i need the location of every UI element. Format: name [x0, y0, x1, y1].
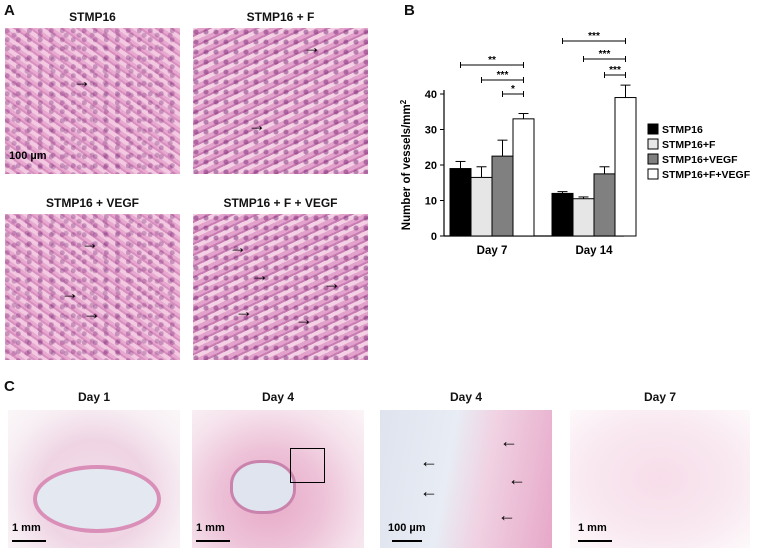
- arrow-icon: →: [81, 233, 99, 253]
- panel-c-title-1: Day 1: [77, 390, 111, 404]
- panel-a-title-2: STMP16 + F: [246, 10, 315, 24]
- bar-stmp16-f-1: [572, 198, 595, 237]
- arrow-icon: ←: [498, 505, 516, 525]
- legend-label: STMP16+VEGF: [662, 154, 738, 166]
- panel-a-title-3: STMP16 + VEGF: [45, 196, 140, 210]
- histology-image-stmp16-f: → →: [193, 28, 368, 174]
- histology-image-stmp16-vegf: → → →: [5, 214, 180, 360]
- panel-b-letter: B: [404, 2, 415, 19]
- panel-c-title-4: Day 7: [643, 390, 677, 404]
- arrow-icon: →: [323, 273, 341, 293]
- arrow-icon: →: [61, 283, 79, 303]
- legend-label: STMP16+F: [662, 139, 716, 151]
- arrow-icon: ←: [500, 431, 518, 451]
- y-tick-label: 40: [425, 89, 437, 101]
- legend-swatch: [647, 138, 659, 150]
- implant-region: [230, 460, 296, 514]
- bar-stmp16-0: [449, 168, 472, 237]
- implant-region: [33, 465, 161, 533]
- legend-swatch: [647, 168, 659, 180]
- scale-bar-label: 100 µm: [388, 522, 426, 534]
- bar-stmp16-f-vegf-1: [614, 97, 637, 237]
- bar-stmp16-f-0: [470, 176, 493, 237]
- zoom-box: [290, 448, 325, 483]
- bar-stmp16-vegf-1: [593, 173, 616, 237]
- arrow-icon: ←: [420, 481, 438, 501]
- arrow-icon: ←: [508, 469, 526, 489]
- histology-image-stmp16: → 100 µm: [5, 28, 180, 174]
- significance-label: ***: [599, 49, 611, 60]
- arrow-icon: →: [229, 237, 247, 257]
- legend-label: STMP16: [662, 124, 703, 136]
- arrow-icon: →: [73, 71, 91, 91]
- histology-image-stmp16-f-vegf: → → → → →: [193, 214, 368, 360]
- panel-a-title-1: STMP16: [69, 10, 116, 24]
- scale-bar: [12, 540, 46, 542]
- panel-a-title-4: STMP16 + F + VEGF: [223, 196, 338, 210]
- tissue-image-day4-zoom: ← ← ← ← ← 100 µm: [380, 410, 552, 548]
- significance-label: ***: [588, 31, 600, 42]
- tissue-image-day1: 1 mm: [8, 410, 180, 548]
- arrow-icon: →: [235, 301, 253, 321]
- arrow-icon: →: [295, 309, 313, 329]
- y-tick-label: 10: [425, 196, 437, 208]
- significance-label: **: [488, 55, 496, 66]
- significance-label: ***: [497, 70, 509, 81]
- legend-label: STMP16+F+VEGF: [662, 169, 751, 181]
- scale-bar-label: 1 mm: [12, 522, 41, 534]
- vessel-density-bar-chart: 0 10 20 30 40 Number of vessels/mm2 Day 7 Day 1…: [399, 31, 751, 257]
- scale-bar: [392, 540, 422, 542]
- arrow-icon: →: [251, 265, 269, 285]
- legend-swatch: [647, 153, 659, 165]
- bar-stmp16-1: [551, 192, 574, 237]
- scale-bar-label: 1 mm: [196, 522, 225, 534]
- significance-label: *: [511, 84, 515, 95]
- x-category-label: Day 7: [477, 245, 508, 257]
- y-tick-label: 20: [425, 160, 437, 172]
- x-category-label: Day 14: [575, 245, 613, 257]
- scale-bar: [578, 540, 612, 542]
- panel-c-letter: C: [4, 378, 15, 395]
- panel-a-letter: A: [4, 2, 15, 19]
- bar-stmp16-vegf-0: [491, 155, 514, 237]
- arrow-icon: →: [303, 37, 321, 57]
- bar-stmp16-f-vegf-0: [512, 118, 535, 237]
- panel-c-title-2: Day 4: [261, 390, 295, 404]
- significance-label: ***: [609, 65, 621, 76]
- legend-swatch: [647, 123, 659, 135]
- scale-bar: [196, 540, 230, 542]
- tissue-image-day4: 1 mm: [192, 410, 364, 548]
- arrow-icon: →: [248, 115, 266, 135]
- y-axis-label-superscript: 2: [399, 99, 408, 104]
- scale-bar-label: 100 µm: [9, 150, 47, 162]
- y-tick-label: 30: [425, 125, 437, 137]
- tissue-image-day7: 1 mm: [570, 410, 750, 548]
- panel-c-title-3: Day 4: [449, 390, 483, 404]
- arrow-icon: ←: [420, 451, 438, 471]
- y-tick-label: 0: [431, 231, 437, 243]
- y-axis-label: Number of vessels/mm2: [399, 99, 414, 230]
- arrow-icon: →: [83, 303, 101, 323]
- scale-bar-label: 1 mm: [578, 522, 607, 534]
